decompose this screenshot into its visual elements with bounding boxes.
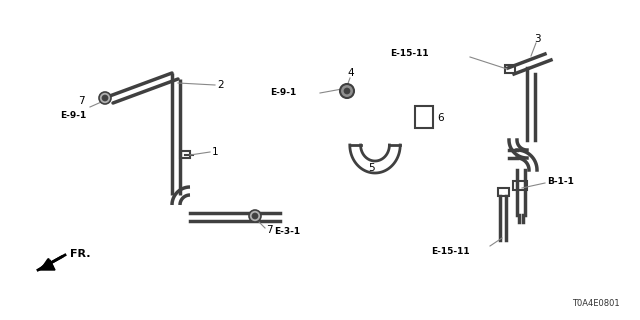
Text: 2: 2 (217, 80, 223, 90)
Text: 6: 6 (437, 113, 444, 123)
Text: T0A4E0801: T0A4E0801 (572, 299, 620, 308)
Text: 3: 3 (534, 34, 541, 44)
Circle shape (344, 88, 350, 94)
Text: 4: 4 (347, 68, 354, 78)
Circle shape (99, 92, 111, 104)
Circle shape (102, 95, 108, 101)
Text: E-9-1: E-9-1 (60, 110, 86, 119)
Text: FR.: FR. (70, 249, 90, 259)
Text: 7: 7 (266, 225, 273, 235)
Text: E-3-1: E-3-1 (274, 228, 300, 236)
Text: E-9-1: E-9-1 (270, 87, 296, 97)
Text: 1: 1 (212, 147, 219, 157)
Circle shape (252, 213, 258, 219)
Text: B-1-1: B-1-1 (547, 177, 574, 186)
Polygon shape (38, 260, 55, 270)
Text: E-15-11: E-15-11 (431, 246, 470, 255)
Text: 5: 5 (368, 163, 374, 173)
Circle shape (340, 84, 354, 98)
Text: 7: 7 (78, 96, 84, 106)
Text: E-15-11: E-15-11 (390, 49, 429, 58)
Circle shape (249, 210, 261, 222)
